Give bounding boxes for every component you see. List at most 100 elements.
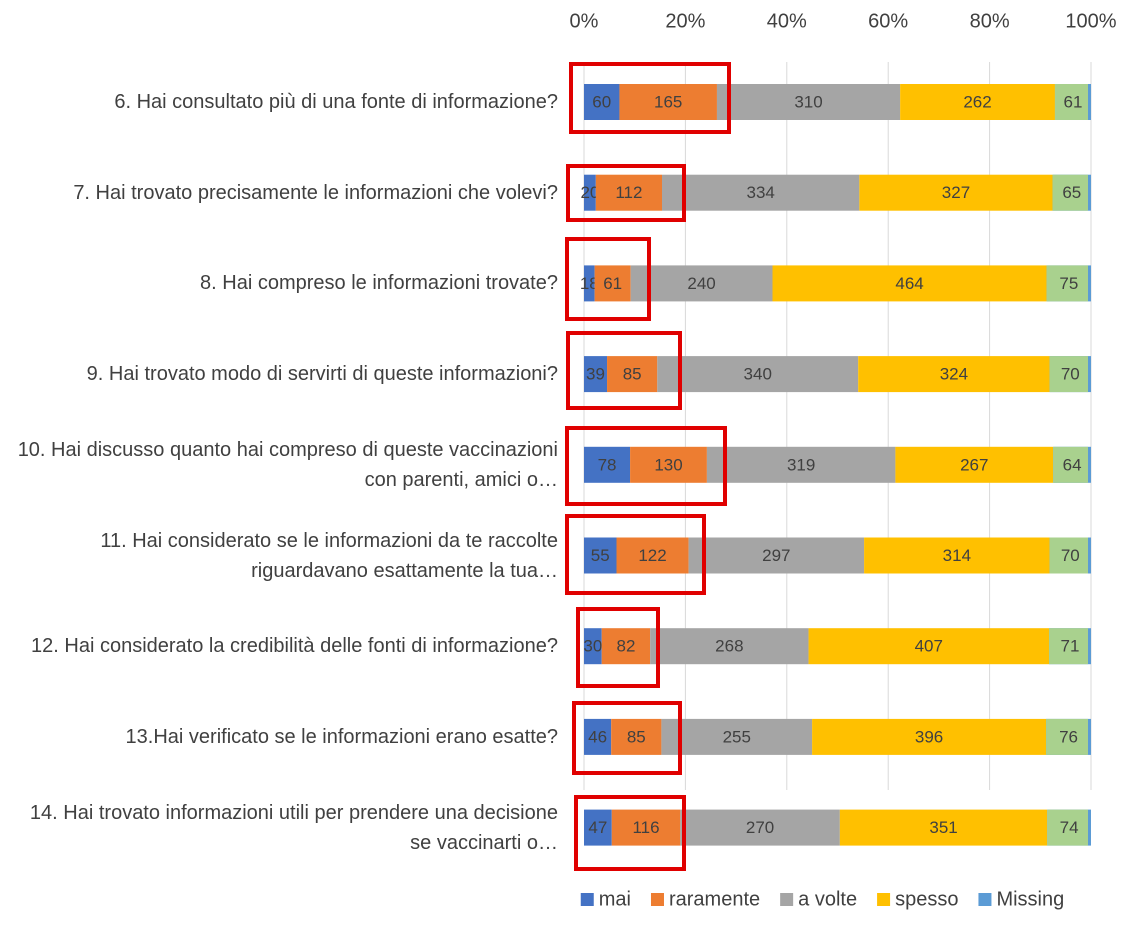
bar-segment xyxy=(584,174,596,211)
data-label: 334 xyxy=(746,183,774,202)
data-label: 407 xyxy=(915,637,943,656)
data-label-box xyxy=(1053,446,1088,483)
legend-label: a volte xyxy=(798,888,857,910)
data-label: 46 xyxy=(588,727,607,746)
data-label-box xyxy=(1047,809,1088,846)
data-label: 240 xyxy=(687,274,715,293)
data-label: 112 xyxy=(615,183,642,202)
bar-segment xyxy=(584,628,602,665)
data-label: 255 xyxy=(723,727,751,746)
bar-segment xyxy=(630,446,707,483)
data-label: 65 xyxy=(1062,183,1081,202)
bar-segment xyxy=(859,174,1053,211)
data-label: 61 xyxy=(1064,92,1083,111)
bar-segment xyxy=(616,537,689,574)
data-label: 78 xyxy=(598,455,617,474)
data-label: 116 xyxy=(632,818,659,837)
category-label: 10. Hai discusso quanto hai compreso di … xyxy=(17,438,558,491)
data-label: 76 xyxy=(1059,727,1078,746)
bar-segment xyxy=(584,446,631,483)
data-label-box xyxy=(1049,537,1088,574)
bar-segment xyxy=(661,718,813,755)
x-tick-label: 60% xyxy=(868,10,908,32)
highlight-boxes xyxy=(565,62,731,871)
legend-label: mai xyxy=(599,888,631,910)
data-label: 74 xyxy=(1060,818,1079,837)
legend-swatch xyxy=(877,893,891,906)
bar-segment xyxy=(900,84,1055,120)
data-label: 267 xyxy=(960,455,988,474)
legend-swatch xyxy=(780,893,794,906)
category-label: 6. Hai consultato più di una fonte di in… xyxy=(114,91,558,113)
data-label: 47 xyxy=(588,818,607,837)
data-label: 327 xyxy=(942,183,970,202)
data-label: 270 xyxy=(746,818,774,837)
bar-segment xyxy=(706,446,896,483)
bar-segment xyxy=(595,174,662,211)
x-tick-label: 80% xyxy=(970,10,1010,32)
data-label-box xyxy=(1054,84,1088,120)
data-label: 314 xyxy=(943,546,971,565)
bar-segment xyxy=(584,84,620,120)
bar-segment xyxy=(584,718,612,755)
highlight-box xyxy=(566,331,682,410)
bar-segment xyxy=(657,356,859,393)
x-tick-label: 0% xyxy=(570,10,599,32)
data-label: 75 xyxy=(1059,274,1078,293)
bar-segment xyxy=(584,537,617,574)
data-label: 55 xyxy=(591,546,610,565)
bar-segment xyxy=(858,356,1050,393)
data-label-box xyxy=(1052,174,1088,211)
category-label: 14. Hai trovato informazioni utili per p… xyxy=(29,801,558,854)
legend-label: raramente xyxy=(669,888,760,910)
bar-segment xyxy=(601,628,651,665)
highlight-box xyxy=(572,701,682,775)
bar-segment xyxy=(611,809,681,846)
bar-segment xyxy=(812,718,1047,755)
data-label: 464 xyxy=(895,274,923,293)
data-label: 64 xyxy=(1063,455,1082,474)
data-label: 297 xyxy=(762,546,790,565)
data-label: 268 xyxy=(715,637,743,656)
category-label: 12. Hai considerato la credibilità delle… xyxy=(31,635,558,658)
bar-segment xyxy=(772,265,1047,302)
data-label: 396 xyxy=(915,727,943,746)
data-label: 20 xyxy=(580,183,599,202)
legend-swatch xyxy=(978,893,992,906)
category-label: 9. Hai trovato modo di servirti di quest… xyxy=(86,363,558,386)
bar-segment xyxy=(895,446,1054,483)
legend: mai raramente a volte spesso Missing xyxy=(580,888,1064,910)
data-label: 351 xyxy=(929,818,957,837)
bar-segment xyxy=(688,537,865,574)
data-label: 18 xyxy=(580,274,599,293)
data-label: 122 xyxy=(638,546,666,565)
data-label: 30 xyxy=(583,637,602,656)
highlight-box xyxy=(566,164,686,222)
bar-segment xyxy=(584,809,612,846)
highlight-box xyxy=(574,795,686,871)
data-label: 130 xyxy=(654,455,682,474)
legend-swatch xyxy=(580,893,594,906)
highlight-box xyxy=(565,237,651,321)
data-label: 60 xyxy=(592,92,611,111)
x-tick-label: 40% xyxy=(767,10,807,32)
data-label: 71 xyxy=(1061,637,1080,656)
highlight-box xyxy=(565,426,727,506)
data-label-box xyxy=(1049,628,1088,665)
data-label: 310 xyxy=(794,92,822,111)
highlight-box xyxy=(576,607,660,688)
category-label: 13.Hai verificato se le informazioni era… xyxy=(125,725,558,748)
bar-segment xyxy=(864,537,1050,574)
bar-segment xyxy=(680,809,840,846)
data-label: 340 xyxy=(744,365,772,384)
bar-segment xyxy=(808,628,1050,665)
data-label-box xyxy=(1049,356,1088,393)
highlight-box xyxy=(565,514,706,595)
data-label: 85 xyxy=(627,727,646,746)
bar-segment xyxy=(650,628,809,665)
data-label: 70 xyxy=(1061,546,1080,565)
bar-segment xyxy=(839,809,1048,846)
bar-segment xyxy=(619,84,717,120)
